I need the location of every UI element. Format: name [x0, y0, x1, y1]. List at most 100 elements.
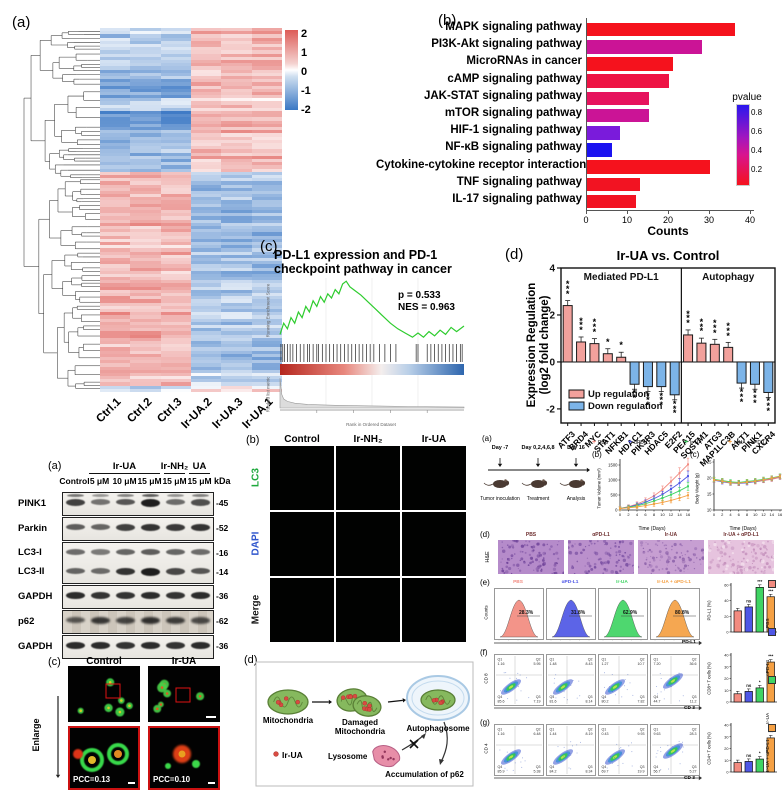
heatmap-cell — [160, 340, 192, 345]
heatmap-cell — [221, 47, 253, 51]
heatmap-cell — [160, 309, 192, 313]
heatmap-cell — [100, 363, 131, 367]
heatmap-cell — [130, 174, 162, 179]
heatmap-cell — [100, 117, 131, 122]
heatmap-cell — [100, 347, 131, 351]
heatmap-cell — [160, 289, 192, 294]
heatmap-cell — [221, 203, 253, 208]
heatmap-cell — [191, 280, 222, 284]
heatmap-cell — [100, 379, 131, 383]
pvalue-legend-tick: 0.4 — [751, 146, 763, 155]
heatmap-cell — [160, 136, 192, 141]
heatmap-cell — [160, 190, 192, 195]
heatmap-cell — [251, 190, 282, 195]
wb-band — [191, 641, 210, 650]
heatmap-cell — [221, 347, 253, 351]
wb-band — [141, 523, 160, 532]
svg-text:10: 10 — [724, 759, 728, 763]
heatmap-cell — [191, 321, 222, 326]
heatmap-cell — [251, 232, 282, 237]
pathway-label: JAK-STAT signaling pathway — [423, 89, 582, 102]
heatmap-cell — [251, 85, 282, 90]
wb-lane-label: 10 μM — [112, 476, 137, 486]
heatmap-cell — [221, 31, 253, 35]
svg-text:4: 4 — [636, 512, 639, 517]
heatmap-cell — [100, 47, 131, 51]
timeline-step-label: Treatment — [526, 496, 550, 502]
heatmap-cell — [100, 152, 131, 157]
heatmap-cell — [221, 232, 253, 237]
panel-a-label: (a) — [12, 14, 31, 31]
colorbar-tick: 0 — [301, 66, 308, 78]
heatmap-cell — [160, 376, 192, 380]
flow-dot-plot: Q1 1.44 Q2 8.19 Q4 84.2 Q3 8.34 — [546, 724, 596, 776]
pathway-bar — [586, 107, 650, 124]
svg-text:Q1: Q1 — [498, 658, 503, 662]
heatmap-cell — [130, 254, 162, 259]
wb-lane-label: 15 μM — [187, 476, 212, 486]
heatmap-cell — [251, 340, 282, 345]
flow-hist-title: αPD-L1 — [561, 580, 579, 585]
svg-text:Q1: Q1 — [550, 728, 555, 732]
deg-sig: * * * — [646, 390, 650, 411]
svg-text:1000: 1000 — [608, 478, 618, 483]
heatmap-cell — [191, 37, 222, 42]
heatmap-cell — [130, 277, 162, 281]
heatmap-cell — [251, 152, 282, 157]
coloc-col-header: Ir-UA — [171, 656, 197, 667]
heatmap-cell — [191, 264, 222, 268]
heatmap-cell — [221, 28, 253, 32]
heatmap-cell — [160, 146, 192, 150]
heatmap-cell — [251, 305, 282, 310]
wb-band — [91, 616, 110, 624]
heatmap-cell — [160, 385, 192, 390]
wb-band — [66, 498, 85, 506]
heatmap-cell — [191, 75, 222, 80]
heatmap-cell — [130, 280, 162, 284]
wb-band — [67, 493, 84, 497]
heatmap-cell — [130, 379, 162, 383]
heatmap-cell — [191, 289, 222, 294]
pathway-label: NF-κB signaling pathway — [445, 141, 582, 154]
heatmap-cell — [191, 388, 222, 392]
heatmap-cell — [251, 334, 282, 339]
flow-hist-title: PBS — [513, 580, 523, 585]
heatmap-cell — [100, 28, 131, 32]
heatmap-cell — [130, 37, 162, 42]
wb-band — [191, 617, 210, 624]
pvalue-legend-bar — [736, 104, 750, 186]
svg-text:Q3: Q3 — [588, 765, 593, 769]
heatmap-cell — [221, 178, 253, 182]
heatmap-cell — [221, 337, 253, 342]
heatmap-cell — [160, 283, 192, 288]
legend-swatch — [768, 580, 776, 588]
wb-kda-value: -36 — [216, 591, 229, 601]
heatmap-cell — [251, 363, 282, 367]
heatmap-cell — [130, 28, 162, 32]
svg-text:85.6: 85.6 — [498, 700, 505, 704]
heatmap-cell — [251, 34, 282, 39]
colorbar-tick: 2 — [301, 28, 308, 40]
heatmap-cell — [191, 254, 222, 259]
heatmap-cell — [251, 133, 282, 138]
heatmap-cell — [191, 152, 222, 157]
heatmap-cell — [191, 123, 222, 128]
heatmap-cell — [130, 299, 162, 304]
heatmap-cell — [130, 328, 162, 332]
heatmap-cell — [251, 123, 282, 128]
heatmap-cell — [221, 267, 253, 272]
mech-label-damaged2: Mitochondria — [334, 727, 386, 736]
svg-text:500: 500 — [611, 493, 619, 498]
heatmap-cell — [100, 309, 131, 313]
svg-text:25: 25 — [707, 460, 712, 465]
svg-text:Down regulation: Down regulation — [588, 401, 663, 412]
heatmap-cell — [251, 270, 282, 275]
svg-text:7.19: 7.19 — [534, 700, 541, 704]
heatmap-cell — [191, 376, 222, 380]
heatmap-cell — [251, 277, 282, 281]
svg-text:14: 14 — [677, 512, 682, 517]
heatmap-cell — [160, 318, 192, 323]
